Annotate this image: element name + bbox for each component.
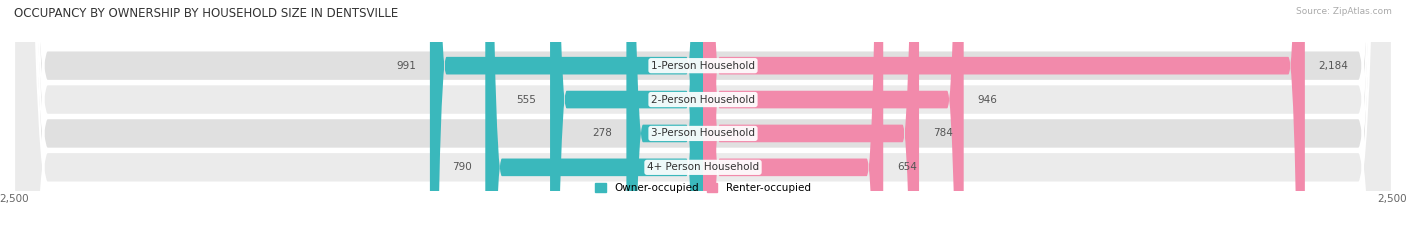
Text: 4+ Person Household: 4+ Person Household bbox=[647, 162, 759, 172]
Text: 555: 555 bbox=[516, 95, 536, 105]
Text: 946: 946 bbox=[977, 95, 997, 105]
FancyBboxPatch shape bbox=[14, 0, 1392, 233]
Text: 654: 654 bbox=[897, 162, 917, 172]
FancyBboxPatch shape bbox=[14, 0, 1392, 233]
FancyBboxPatch shape bbox=[14, 0, 1392, 233]
Text: Source: ZipAtlas.com: Source: ZipAtlas.com bbox=[1296, 7, 1392, 16]
Legend: Owner-occupied, Renter-occupied: Owner-occupied, Renter-occupied bbox=[595, 183, 811, 193]
FancyBboxPatch shape bbox=[14, 0, 1392, 233]
FancyBboxPatch shape bbox=[703, 0, 883, 233]
FancyBboxPatch shape bbox=[703, 0, 1305, 233]
Text: 2-Person Household: 2-Person Household bbox=[651, 95, 755, 105]
Text: 1-Person Household: 1-Person Household bbox=[651, 61, 755, 71]
Text: 991: 991 bbox=[396, 61, 416, 71]
FancyBboxPatch shape bbox=[703, 0, 920, 233]
FancyBboxPatch shape bbox=[430, 0, 703, 233]
Text: 784: 784 bbox=[932, 128, 953, 138]
FancyBboxPatch shape bbox=[627, 0, 703, 233]
FancyBboxPatch shape bbox=[550, 0, 703, 233]
FancyBboxPatch shape bbox=[703, 0, 963, 233]
Text: 2,184: 2,184 bbox=[1319, 61, 1348, 71]
Text: OCCUPANCY BY OWNERSHIP BY HOUSEHOLD SIZE IN DENTSVILLE: OCCUPANCY BY OWNERSHIP BY HOUSEHOLD SIZE… bbox=[14, 7, 398, 20]
FancyBboxPatch shape bbox=[485, 0, 703, 233]
Text: 3-Person Household: 3-Person Household bbox=[651, 128, 755, 138]
Text: 790: 790 bbox=[451, 162, 471, 172]
Text: 278: 278 bbox=[593, 128, 613, 138]
